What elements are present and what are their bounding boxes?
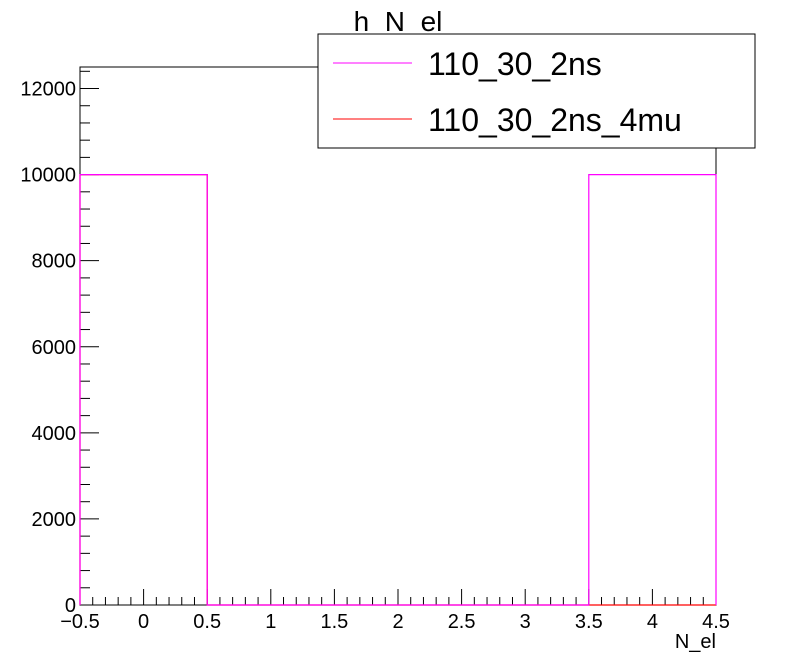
series-110_30_2ns_4mu bbox=[79, 174, 716, 606]
y-tick-label: 0 bbox=[65, 595, 76, 617]
x-tick-label: 1 bbox=[265, 611, 276, 633]
series-layer bbox=[79, 174, 717, 606]
x-tick-label: 0.5 bbox=[193, 611, 221, 633]
x-tick-label: 0 bbox=[138, 611, 149, 633]
x-tick-label: 2 bbox=[392, 611, 403, 633]
x-tick-label: 3 bbox=[520, 611, 531, 633]
tick-labels-layer: −0.5 0 0.5 1 1.5 2 2.5 3 3.5 4 4.50200040006000800… bbox=[20, 79, 730, 633]
x-axis-title: N_el bbox=[675, 631, 716, 653]
x-tick-label: 4.5 bbox=[702, 611, 730, 633]
legend: 110_30_2ns 110_30_2ns_4mu bbox=[317, 33, 756, 149]
series-110_30_2ns bbox=[79, 174, 717, 606]
y-tick-label: 12000 bbox=[20, 79, 76, 101]
legend-label-110_30_2ns: 110_30_2ns bbox=[428, 46, 602, 82]
x-tick-label: 4 bbox=[647, 611, 658, 633]
y-tick-label: 10000 bbox=[20, 165, 76, 187]
plot-title: h_N_el bbox=[354, 6, 443, 37]
legend-box bbox=[317, 33, 756, 149]
x-tick-label: −0.5 bbox=[60, 611, 99, 633]
x-tick-label: 2.5 bbox=[448, 611, 476, 633]
x-tick-label: 1.5 bbox=[320, 611, 348, 633]
y-tick-label: 4000 bbox=[32, 423, 77, 445]
legend-label-110_30_2ns_4mu: 110_30_2ns_4mu bbox=[428, 102, 682, 138]
x-tick-label: 3.5 bbox=[575, 611, 603, 633]
y-tick-label: 8000 bbox=[32, 251, 77, 273]
y-tick-label: 6000 bbox=[32, 337, 77, 359]
y-tick-label: 2000 bbox=[32, 509, 77, 531]
